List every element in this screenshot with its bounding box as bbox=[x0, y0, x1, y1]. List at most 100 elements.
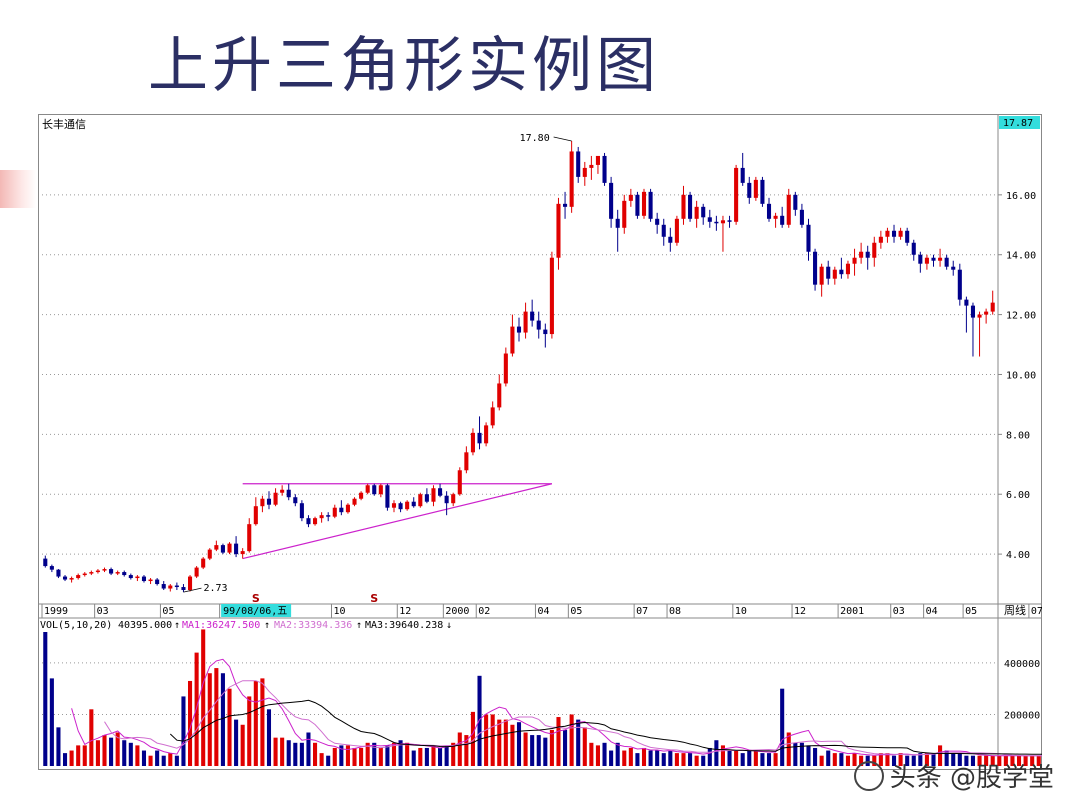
current-price-box bbox=[999, 116, 1040, 129]
volume-bar bbox=[885, 753, 890, 766]
price-tick-label: 12.00 bbox=[1006, 311, 1036, 322]
volume-bar bbox=[1023, 755, 1028, 766]
annotation-leader bbox=[553, 136, 572, 142]
candle-body bbox=[391, 503, 397, 508]
volume-bar bbox=[641, 747, 647, 766]
candle-body bbox=[641, 191, 647, 216]
candle-body bbox=[293, 497, 298, 504]
volume-bars bbox=[43, 629, 1041, 766]
watermark-text: 头条 @股学堂 bbox=[889, 763, 1054, 793]
volume-bar bbox=[878, 753, 883, 766]
chart-frame bbox=[38, 114, 1042, 770]
volume-bar bbox=[569, 714, 574, 766]
volume-bar bbox=[681, 753, 686, 766]
volume-bar bbox=[273, 737, 278, 766]
candle-body bbox=[187, 576, 193, 591]
candle-body bbox=[569, 151, 574, 207]
stock-chart[interactable]: 4.00 6.00 8.00 10.00 12.00 14.00 16.00 1999 03 0… bbox=[38, 114, 1042, 770]
volume-bar bbox=[747, 750, 752, 766]
price-gridlines bbox=[38, 114, 1042, 770]
candle-body bbox=[431, 488, 436, 502]
s-marker: S bbox=[370, 592, 378, 605]
candle-body bbox=[832, 269, 837, 279]
slide-accent-bar bbox=[0, 170, 36, 208]
candle-body bbox=[747, 182, 752, 198]
volume-bar bbox=[799, 742, 804, 766]
volume-bar bbox=[56, 727, 61, 766]
candle-body bbox=[885, 230, 890, 237]
volume-bar bbox=[628, 747, 633, 766]
volume-bar bbox=[931, 753, 936, 766]
candle-body bbox=[688, 194, 693, 219]
volume-bar bbox=[253, 680, 258, 766]
volume-bar bbox=[181, 696, 186, 766]
volume-bar bbox=[378, 747, 383, 766]
volume-bar bbox=[365, 742, 370, 766]
volume-bar bbox=[688, 753, 693, 766]
volume-bar bbox=[924, 753, 929, 766]
candle-body bbox=[82, 573, 87, 576]
candle-body bbox=[891, 230, 897, 237]
volume-bar bbox=[484, 714, 489, 766]
volume-bar bbox=[187, 680, 193, 766]
volume-bar bbox=[694, 755, 699, 766]
candle-body bbox=[977, 314, 982, 318]
candle-body bbox=[319, 515, 324, 519]
candle-body bbox=[174, 585, 179, 588]
time-tick-label: 05 bbox=[162, 606, 174, 617]
volume-bar bbox=[497, 719, 502, 766]
volume-bar bbox=[984, 755, 989, 766]
volume-bar bbox=[418, 747, 423, 766]
volume-bar bbox=[563, 729, 568, 766]
volume-bar bbox=[773, 753, 778, 766]
period-label: 周线 bbox=[1004, 603, 1026, 617]
annotation-label: 2.73 bbox=[203, 583, 227, 594]
volume-bar bbox=[872, 755, 877, 766]
volume-axis: 200000 400000 bbox=[1004, 659, 1040, 722]
candle-body bbox=[595, 155, 600, 165]
candle-body bbox=[523, 311, 528, 333]
ma1-legend: MA1:36247.500 bbox=[182, 620, 260, 631]
volume-legend: VOL(5,10,20) 40395.000 ↑ MA1:36247.500 ↑… bbox=[40, 620, 452, 631]
volume-bar bbox=[128, 742, 133, 766]
time-tick-label: 2000 bbox=[445, 606, 469, 617]
volume-ma3-line bbox=[169, 699, 1042, 755]
volume-bar bbox=[582, 727, 587, 766]
candle-body bbox=[543, 329, 548, 335]
candle-body bbox=[89, 572, 94, 574]
volume-bar bbox=[359, 747, 364, 766]
volume-bar bbox=[734, 750, 739, 766]
candle-body bbox=[563, 203, 568, 207]
volume-bar bbox=[819, 755, 824, 766]
volume-bar bbox=[648, 750, 653, 766]
volume-bar bbox=[286, 740, 291, 766]
volume-bar bbox=[655, 750, 660, 766]
time-tick-label: 07 bbox=[1031, 606, 1042, 617]
time-tick-label: 12 bbox=[794, 606, 806, 617]
candle-body bbox=[668, 236, 673, 243]
volume-bar bbox=[352, 747, 357, 766]
candle-body bbox=[819, 266, 824, 285]
candle-body bbox=[411, 501, 416, 507]
volume-bar bbox=[405, 742, 410, 766]
volume-bar bbox=[260, 678, 265, 766]
volume-bar bbox=[220, 673, 225, 766]
volume-bar bbox=[668, 750, 673, 766]
volume-bar bbox=[214, 668, 219, 766]
volume-ma2-line bbox=[104, 680, 1042, 757]
time-tick-label: 08 bbox=[669, 606, 681, 617]
candle-body bbox=[418, 494, 423, 507]
volume-bar bbox=[622, 750, 627, 766]
candle-body bbox=[773, 215, 778, 219]
price-tick-label: 8.00 bbox=[1006, 430, 1030, 441]
candle-body bbox=[674, 218, 679, 243]
candle-body bbox=[530, 311, 535, 321]
price-tick-label: 10.00 bbox=[1006, 370, 1036, 381]
volume-bar bbox=[155, 750, 160, 766]
volume-bar bbox=[510, 724, 515, 766]
volume-bar bbox=[576, 719, 581, 766]
candle-body bbox=[648, 191, 653, 219]
volume-bar bbox=[247, 696, 252, 766]
volume-bar bbox=[977, 755, 982, 766]
candle-body bbox=[484, 425, 489, 444]
